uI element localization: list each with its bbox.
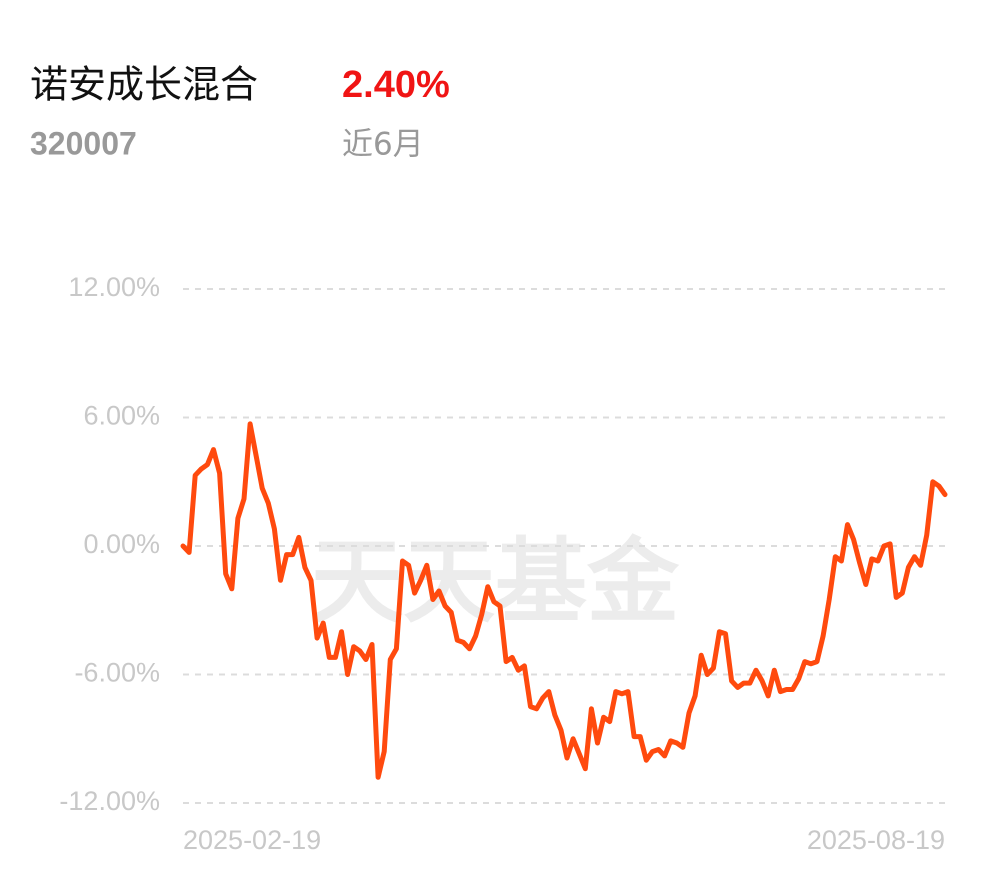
period: 近6月 xyxy=(342,127,424,163)
y-tick-label: 0.00% xyxy=(83,529,160,559)
series-line xyxy=(180,421,948,780)
fund-name: 诺安成长混合 xyxy=(30,63,258,107)
watermark: 天天基金 xyxy=(311,528,680,636)
x-tick-label: 2025-08-19 xyxy=(807,825,945,855)
y-tick-label: 12.00% xyxy=(68,272,160,302)
fund-return: 2.40% xyxy=(342,64,450,106)
y-tick-label: -6.00% xyxy=(74,658,160,688)
x-tick-label: 2025-02-19 xyxy=(183,825,321,855)
y-tick-label: -12.00% xyxy=(59,786,160,816)
fund-code: 320007 xyxy=(30,125,137,161)
y-tick-label: 6.00% xyxy=(83,401,160,431)
